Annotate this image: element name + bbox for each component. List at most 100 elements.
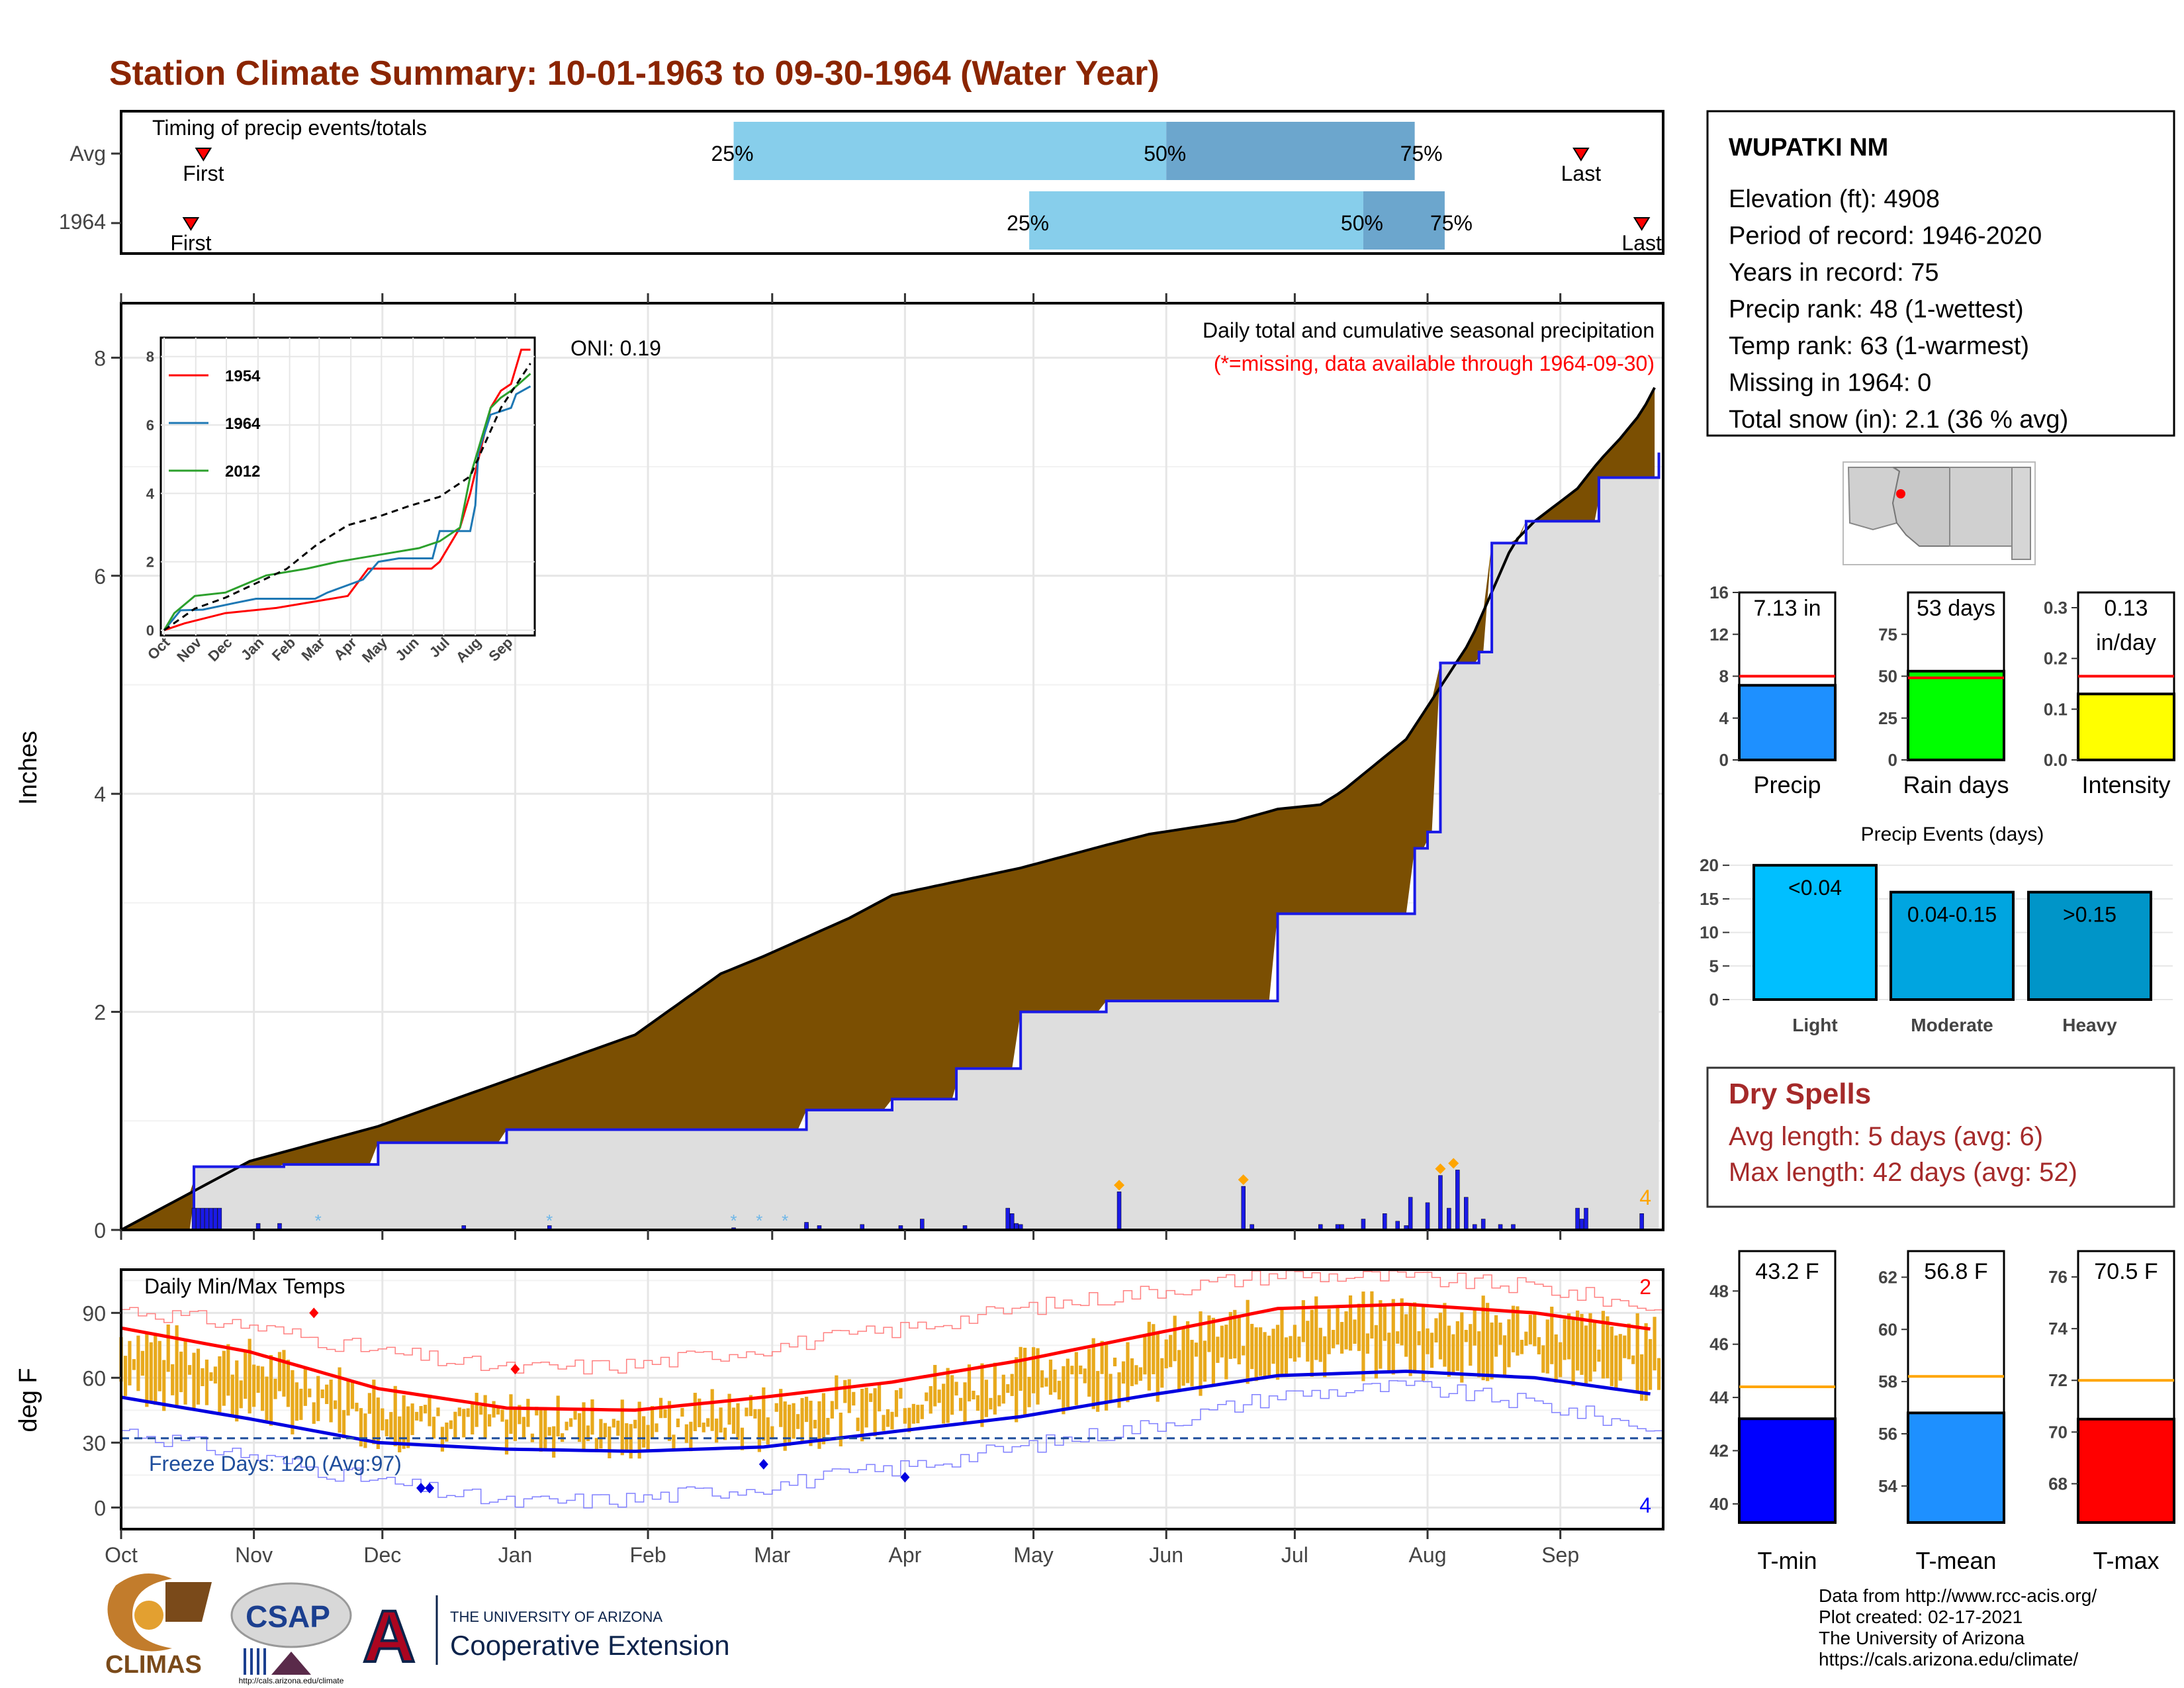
daily-temp-bar	[1469, 1324, 1473, 1366]
month-label-mar: Mar	[754, 1543, 790, 1567]
daily-temp-bar	[226, 1344, 230, 1396]
daily-temp-bar	[1610, 1326, 1614, 1386]
summary-ytick-label: 60	[1878, 1319, 1897, 1339]
daily-temp-bar	[684, 1424, 688, 1443]
daily-temp-bar	[608, 1426, 612, 1459]
daily-temp-bar	[1306, 1321, 1310, 1362]
year-cumulative-line	[121, 452, 1661, 1231]
month-label-jul: Jul	[1281, 1543, 1308, 1567]
daily-temp-bar	[882, 1415, 886, 1431]
daily-temp-bar	[925, 1392, 929, 1401]
daily-temp-bar	[334, 1400, 338, 1409]
month-label-jun: Jun	[1149, 1543, 1183, 1567]
events-ytick-label: 5	[1709, 956, 1719, 976]
daily-temp-bar	[1216, 1336, 1220, 1363]
timing-last-marker-1	[1633, 217, 1651, 231]
daily-temp-bar	[1048, 1359, 1053, 1395]
daily-temp-bar	[162, 1360, 166, 1411]
daily-temp-bar	[479, 1405, 483, 1415]
daily-temp-bar	[483, 1395, 487, 1439]
daily-temp-bar	[359, 1408, 363, 1447]
inset-series-line-2012	[163, 373, 531, 631]
daily-precip-bar	[920, 1219, 925, 1231]
daily-temp-bar	[1263, 1332, 1267, 1380]
summary-ytick-label: 70	[2048, 1422, 2068, 1442]
inset-legend-label-1964: 1964	[225, 415, 261, 433]
daily-temp-bar	[260, 1366, 265, 1411]
missing-data-marker: *	[730, 1211, 737, 1231]
summary-ytick-label: 58	[1878, 1372, 1897, 1391]
daily-temp-bar	[1494, 1315, 1498, 1357]
daily-precip-bar	[191, 1207, 197, 1231]
footer-credits: Data from http://www.rcc-acis.org/ Plot …	[1819, 1585, 2097, 1669]
daily-precip-bar	[205, 1207, 209, 1231]
month-label-aug: Aug	[1409, 1543, 1447, 1567]
daily-temp-bar	[1460, 1312, 1464, 1383]
daily-temp-bar	[1036, 1348, 1040, 1405]
timing-panel: Timing of precip events/totals Avg 1964 …	[59, 110, 1664, 255]
daily-temp-bar	[967, 1364, 972, 1402]
daily-temp-bar	[428, 1394, 432, 1427]
daily-temp-bar	[1323, 1336, 1327, 1378]
daily-temp-bar	[1207, 1315, 1211, 1352]
daily-temp-bar	[1096, 1371, 1100, 1412]
daily-temp-bar	[518, 1405, 522, 1425]
daily-temp-bar	[736, 1403, 740, 1440]
daily-temp-bar	[179, 1351, 183, 1393]
summary-ytick-label: 0	[1719, 750, 1729, 770]
timing-first-marker-1	[182, 217, 200, 231]
daily-temp-bar	[299, 1388, 303, 1421]
daily-temp-bar	[719, 1407, 723, 1433]
summary-bar-t-min	[1738, 1417, 1837, 1524]
timing-bar-q25-q50-1	[1029, 191, 1363, 250]
daily-temp-bar	[175, 1325, 179, 1407]
daily-temp-bar	[1567, 1313, 1571, 1360]
daily-temp-bar	[209, 1372, 213, 1382]
daily-temp-bar	[423, 1405, 428, 1414]
station-info-line-2: Period of record: 1946-2020	[1729, 222, 2042, 250]
daily-temp-bar	[757, 1409, 761, 1452]
daily-temp-bar	[911, 1403, 915, 1424]
daily-temp-bar	[1644, 1323, 1648, 1401]
daily-temp-bar	[1190, 1340, 1194, 1387]
daily-temp-bar	[710, 1389, 714, 1431]
record-precip-marker	[1448, 1158, 1459, 1169]
summary-ytick-label: 0	[1888, 750, 1897, 770]
daily-temp-bar	[1199, 1311, 1203, 1396]
inset-ytick-label: 0	[146, 622, 154, 639]
events-bar-heavy	[2027, 890, 2152, 1001]
daily-temp-bar	[963, 1382, 967, 1423]
events-ytick-label: 15	[1700, 889, 1719, 909]
missing-data-marker: *	[546, 1211, 553, 1231]
daily-temp-bar	[1194, 1342, 1199, 1357]
daily-temp-bar	[1520, 1339, 1524, 1354]
daily-temp-bar	[239, 1380, 243, 1409]
daily-temp-bar	[291, 1370, 295, 1434]
daily-temp-bar	[1211, 1317, 1216, 1385]
events-category-light: Light	[1792, 1015, 1837, 1035]
summary-ytick-label: 56	[1878, 1424, 1897, 1444]
daily-temp-bar	[1070, 1366, 1074, 1375]
daily-temp-bar	[958, 1397, 963, 1411]
inset-series-line-Avg	[163, 363, 531, 632]
daily-temp-bar	[830, 1401, 834, 1419]
daily-precip-bar	[1361, 1219, 1366, 1231]
daily-temp-bar	[1062, 1366, 1066, 1415]
month-label-nov: Nov	[235, 1543, 273, 1567]
daily-precip-bar	[1584, 1207, 1588, 1231]
daily-temp-bar	[1177, 1350, 1181, 1392]
precip-ylabel: Inches	[15, 731, 42, 805]
daily-temp-bar	[706, 1418, 710, 1427]
daily-temp-bar	[1224, 1325, 1228, 1380]
daily-temp-bar	[655, 1423, 659, 1432]
temp-title: Daily Min/Max Temps	[144, 1274, 345, 1298]
record-min-line	[121, 1380, 1663, 1509]
daily-temp-bar	[196, 1348, 201, 1405]
daily-temp-bar	[1147, 1321, 1151, 1391]
daily-temp-bar	[1237, 1316, 1241, 1365]
month-label-oct: Oct	[105, 1543, 138, 1567]
daily-temp-bar	[1297, 1336, 1301, 1358]
daily-temp-bar	[1387, 1333, 1391, 1372]
daily-temp-bar	[1426, 1328, 1430, 1354]
summary-ytick-label: 40	[1709, 1494, 1729, 1514]
